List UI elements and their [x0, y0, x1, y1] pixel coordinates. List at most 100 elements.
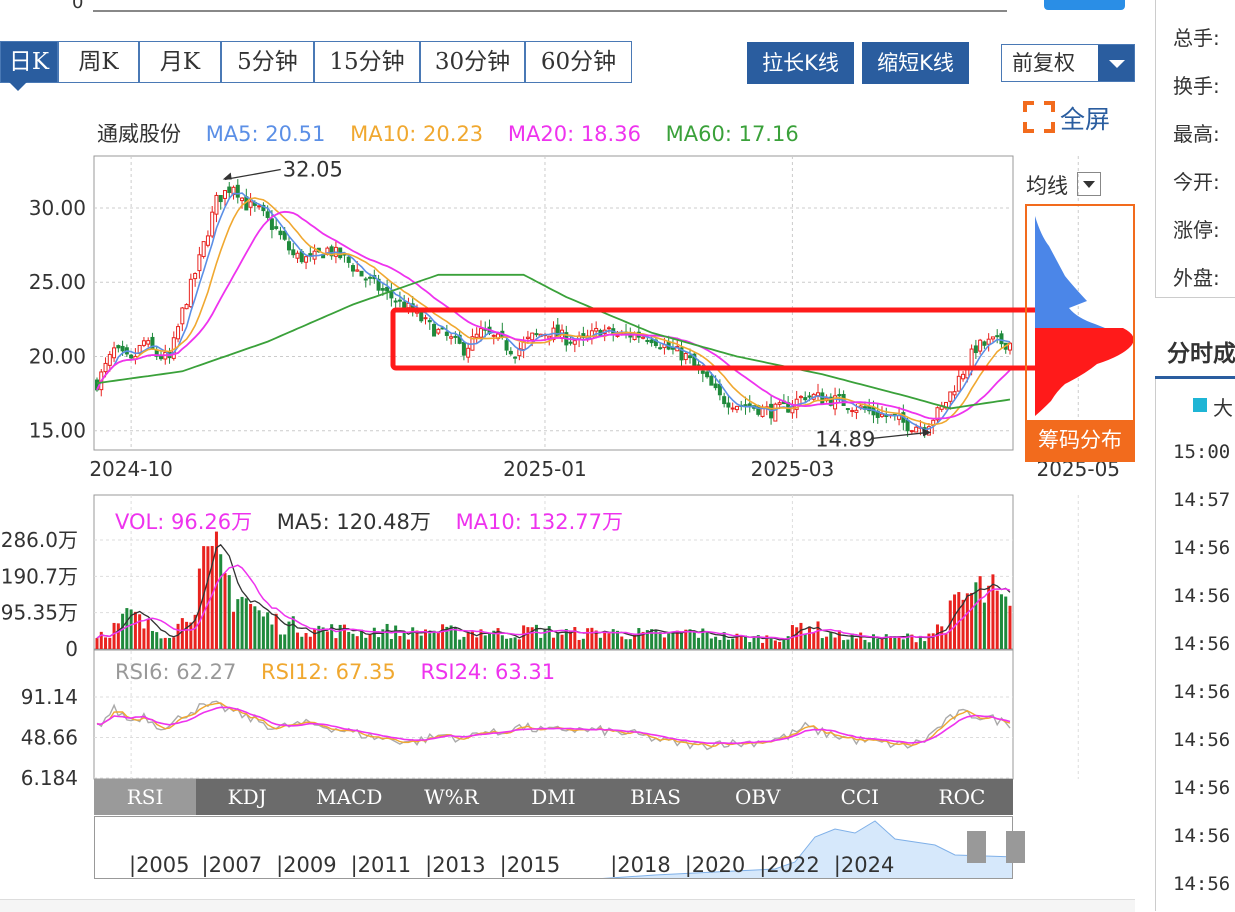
trade-time-row: 15:00: [1173, 441, 1231, 463]
chevron-down-icon: [1098, 45, 1134, 81]
adjust-select[interactable]: 前复权: [1001, 44, 1135, 82]
volume-bar: [795, 627, 799, 649]
volume-bar: [308, 636, 312, 649]
vol-ma10-legend: MA10: 132.77万: [455, 510, 623, 534]
candle-body: [606, 327, 611, 330]
indicator-tab-macd[interactable]: MACD: [298, 779, 401, 815]
candle-body: [222, 190, 227, 199]
top-right-blue-button[interactable]: [1044, 0, 1125, 10]
tab-period-4[interactable]: 15分钟: [314, 41, 420, 83]
volume-bar: [428, 633, 432, 649]
candle-body: [508, 350, 513, 355]
volume-bar: [214, 531, 218, 649]
stretch-kline-button[interactable]: 拉长K线: [747, 42, 854, 84]
candle-body: [734, 405, 739, 411]
candle-body: [961, 373, 966, 380]
year-2018: |2018: [610, 853, 671, 877]
volume-bar: [244, 598, 248, 649]
top-volume-strip: [93, 0, 1007, 12]
volume-bar: [99, 631, 103, 649]
rsi6-line: [96, 700, 1011, 751]
volume-bar: [995, 590, 999, 649]
indicator-tab-bias[interactable]: BIAS: [604, 779, 707, 815]
candle-body: [914, 426, 919, 433]
candle-body: [594, 327, 599, 332]
volume-bar: [650, 629, 654, 649]
trade-time-row: 14:56: [1173, 777, 1231, 799]
volume-bar: [970, 592, 974, 649]
indicator-tab-wr[interactable]: W%R: [400, 779, 503, 815]
volume-bar: [859, 632, 863, 649]
indicator-tab-cci[interactable]: CCI: [808, 779, 911, 815]
shrink-kline-button[interactable]: 缩短K线: [862, 42, 969, 84]
volume-bar: [227, 575, 231, 649]
volume-bar: [364, 637, 368, 649]
volume-bar: [330, 624, 334, 649]
volume-bar: [488, 633, 492, 649]
candle-body: [854, 409, 859, 413]
volume-bar: [645, 630, 649, 649]
quote-label-0: 总手:: [1173, 26, 1220, 50]
year-2022: |2022: [759, 853, 820, 877]
trade-time-row: 14:56: [1173, 633, 1231, 655]
volume-bar: [185, 621, 189, 649]
indicator-tab-rsi[interactable]: RSI: [94, 779, 197, 815]
volume-bar: [142, 628, 146, 649]
volume-bar: [611, 629, 615, 649]
candle-body: [141, 340, 146, 346]
candle-body: [798, 395, 803, 399]
tab-period-6[interactable]: 60分钟: [525, 41, 632, 83]
volume-bar: [138, 614, 142, 649]
candle-body: [999, 333, 1004, 345]
volume-tick-label: 0: [65, 637, 78, 661]
candle-body: [355, 269, 360, 272]
trade-time-row: 14:56: [1173, 681, 1231, 703]
volume-bar: [232, 611, 236, 649]
volume-bar: [492, 630, 496, 649]
chip-distribution-button[interactable]: 筹码分布: [1027, 420, 1133, 460]
price-tick-label: 25.00: [29, 270, 86, 294]
volume-bar: [722, 632, 726, 649]
candle-body: [393, 300, 398, 303]
quote-label-4: 涨停:: [1173, 218, 1220, 242]
candle-body: [257, 205, 262, 208]
volume-bar: [398, 636, 402, 649]
volume-bar: [296, 632, 300, 649]
candle-body: [726, 402, 731, 408]
candle-body: [423, 317, 428, 320]
indicator-tab-obv[interactable]: OBV: [706, 779, 809, 815]
volume-bar: [987, 585, 991, 649]
trade-time-row: 14:57: [1173, 489, 1231, 511]
main-legend: 通威股份 MA5: 20.51 MA10: 20.23 MA20: 18.36 …: [97, 118, 817, 148]
volume-bar: [321, 627, 325, 649]
navigator-years: |2005 |2007 |2009 |2011 |2013 |2015 |2018 |2020…: [129, 853, 894, 877]
volume-bar: [871, 634, 875, 649]
volume-bar: [274, 613, 278, 649]
chip-distribution-panel: 筹码分布: [1025, 204, 1135, 462]
candle-body: [952, 391, 957, 396]
candle-body: [905, 419, 910, 432]
volume-bar: [893, 636, 897, 649]
time-navigator[interactable]: |2005 |2007 |2009 |2011 |2013 |2015 |2018 |2020…: [94, 816, 1013, 879]
tab-period-3[interactable]: 5分钟: [221, 41, 314, 83]
tab-period-5[interactable]: 30分钟: [420, 41, 525, 83]
volume-bar: [424, 629, 428, 649]
volume-bar: [641, 631, 645, 649]
candle-body: [291, 249, 296, 256]
indicator-tab-roc[interactable]: ROC: [910, 779, 1013, 815]
volume-bar: [377, 637, 381, 649]
indicator-tab-dmi[interactable]: DMI: [502, 779, 605, 815]
tab-period-2[interactable]: 月K: [139, 41, 221, 83]
indicator-tab-kdj[interactable]: KDJ: [196, 779, 299, 815]
volume-bar: [1008, 605, 1012, 649]
tab-period-1[interactable]: 周K: [58, 41, 139, 83]
candle-body: [995, 335, 1000, 338]
tab-period-0[interactable]: 日K: [0, 41, 58, 83]
quote-label-3: 今开:: [1173, 170, 1220, 194]
ma-select[interactable]: 均线: [1026, 170, 1102, 200]
quote-label-5: 外盘:: [1173, 266, 1220, 290]
navigator-left-handle[interactable]: [967, 831, 986, 863]
navigator-right-handle[interactable]: [1006, 831, 1025, 863]
